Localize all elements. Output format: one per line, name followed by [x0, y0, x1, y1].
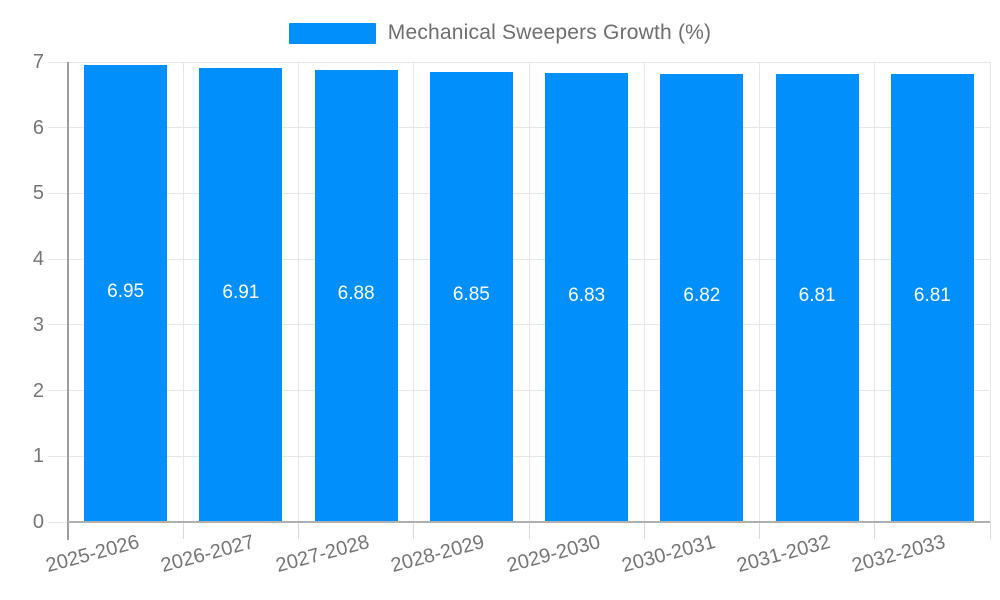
y-axis-tick [48, 521, 68, 523]
gridline-vertical [298, 62, 299, 522]
x-axis-tick [528, 522, 530, 539]
bar[interactable]: 6.83 [545, 73, 629, 521]
gridline-vertical [874, 62, 876, 522]
x-axis-tick [989, 522, 991, 539]
x-axis-tick [413, 522, 415, 539]
legend-swatch [288, 22, 376, 44]
bar-value-label: 6.83 [568, 284, 606, 306]
bar-value-label: 6.85 [452, 283, 490, 305]
gridline-vertical [182, 62, 184, 522]
bar-value-label: 6.91 [222, 281, 260, 303]
bar[interactable]: 6.91 [199, 67, 283, 521]
bar-value-label: 6.88 [337, 282, 375, 304]
x-axis-tick [182, 522, 184, 539]
bar[interactable]: 6.82 [660, 73, 744, 521]
gridline-horizontal [48, 127, 990, 129]
gridline-horizontal [48, 390, 990, 392]
y-tick-label: 6 [32, 116, 44, 139]
x-axis-line [68, 521, 990, 523]
gridline-vertical [413, 62, 415, 522]
gridline-horizontal [48, 61, 990, 63]
y-tick-label: 1 [32, 445, 44, 468]
y-tick-label: 7 [32, 51, 44, 73]
gridline-vertical [643, 62, 645, 522]
bar-value-label: 6.82 [683, 284, 721, 306]
bar-value-label: 6.95 [107, 280, 145, 302]
bar[interactable]: 6.81 [775, 74, 859, 521]
gridline-horizontal [48, 324, 990, 326]
bar-value-label: 6.81 [913, 285, 951, 307]
bar[interactable]: 6.85 [429, 71, 513, 521]
bar-value-label: 6.81 [798, 285, 836, 307]
y-tick-label: 4 [32, 248, 44, 271]
x-axis-tick [759, 522, 760, 539]
gridline-vertical [528, 62, 530, 522]
y-tick-label: 2 [32, 379, 44, 402]
gridline-horizontal [48, 258, 990, 260]
bar[interactable]: 6.88 [314, 69, 398, 521]
gridline-vertical [989, 62, 991, 522]
y-axis-line [66, 62, 69, 540]
x-axis-tick [298, 522, 299, 539]
bar[interactable]: 6.95 [84, 65, 168, 521]
y-tick-label: 3 [32, 313, 44, 336]
y-tick-label: 0 [32, 511, 44, 533]
gridline-horizontal [48, 192, 990, 194]
legend-label: Mechanical Sweepers Growth (%) [387, 21, 712, 44]
chart-legend[interactable]: Mechanical Sweepers Growth (%) [0, 21, 1000, 45]
x-axis-tick [874, 522, 876, 539]
bar[interactable]: 6.81 [890, 74, 974, 521]
x-axis-tick [643, 522, 645, 539]
y-tick-label: 5 [32, 182, 44, 205]
gridline-horizontal [48, 455, 990, 457]
gridline-vertical [759, 62, 760, 522]
